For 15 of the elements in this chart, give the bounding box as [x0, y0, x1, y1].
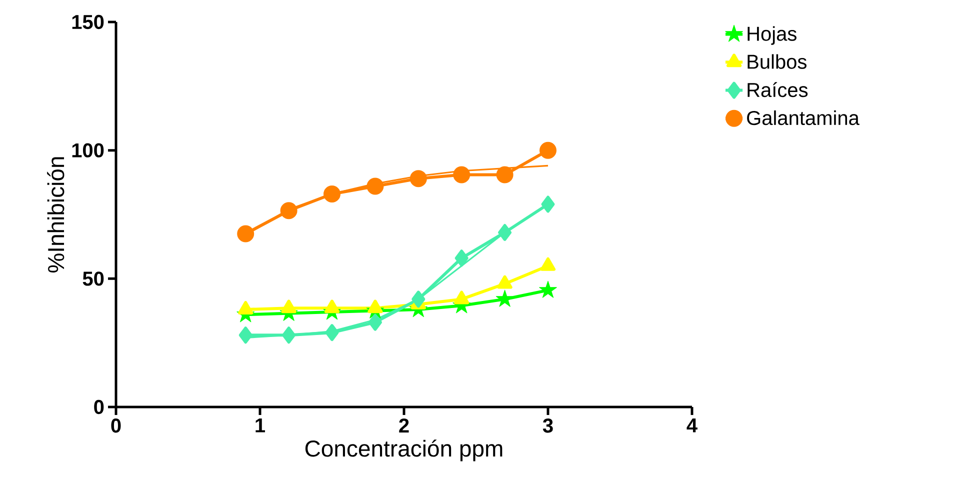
x-tick-label: 2 — [399, 418, 409, 432]
x-tick-label: 4 — [686, 418, 698, 432]
y-tick-label: 150 — [72, 14, 104, 30]
legend-label: Raíces — [748, 82, 808, 98]
x-axis-title: Concentración ppm — [305, 440, 502, 462]
x-tick-label: 1 — [256, 418, 266, 432]
x-tick-label: 0 — [111, 418, 121, 433]
y-axis-title: %Inhibición — [47, 157, 64, 272]
legend-label: Galantamina — [747, 110, 860, 126]
y-tick-label: 100 — [72, 143, 104, 158]
y-tick-label: 50 — [82, 272, 104, 286]
x-tick-label: 3 — [542, 418, 553, 433]
legend-label: Hojas — [748, 26, 796, 45]
legend-label: Bulbos — [748, 54, 806, 69]
y-tick-label: 0 — [94, 400, 104, 414]
